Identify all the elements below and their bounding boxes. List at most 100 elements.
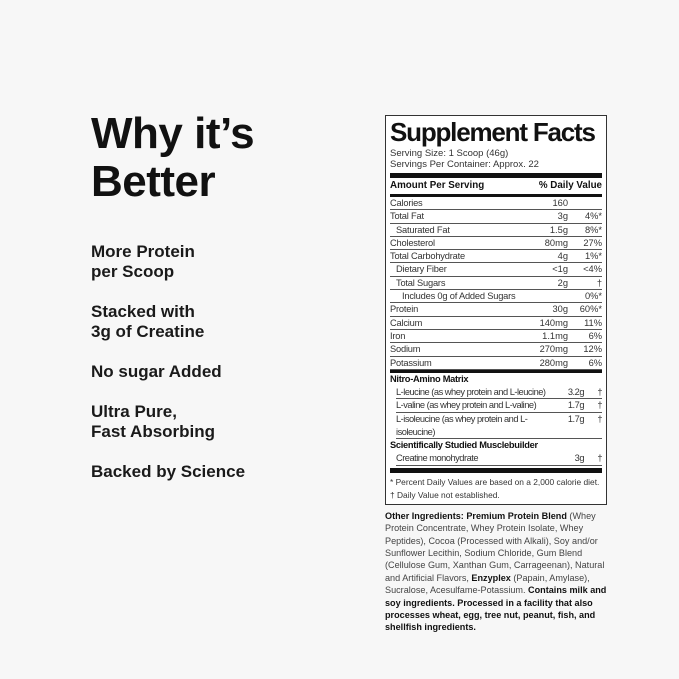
nutrient-dv: 27% (583, 237, 602, 248)
footnote: * Percent Daily Values are based on a 2,… (390, 476, 600, 487)
nutrient-rows: Calories 160 Total Fat 3g 4%* Saturated Fat 1.… (390, 197, 602, 370)
nutrient-name: Total Carbohydrate (390, 251, 465, 262)
panel-title: Supplement Facts (390, 117, 596, 147)
nutrient-amount: 1.5g (549, 224, 568, 235)
servings-per-container: Servings Per Container: Approx. 22 (390, 159, 539, 170)
nutrient-row: Calories 160 (390, 197, 602, 211)
amount-header: Amount Per Serving (390, 180, 485, 191)
ingredient-dv: † (597, 386, 602, 397)
nutrient-row: Potassium 280mg 6% (390, 357, 602, 370)
nutrient-amount: 3g (557, 211, 568, 222)
amino-rows: L-leucine (as whey protein and L-leucine… (390, 386, 603, 440)
nutrient-row: Cholesterol 80mg 27% (390, 237, 602, 251)
ingredients-text: (Papain, Amylase), Sucralose, Acesulfame… (385, 572, 590, 596)
ingredients-text: Other Ingredients: Premium Protein Blend (385, 510, 567, 521)
creatine-rows: Creatine monohydrate 3g † (390, 452, 603, 466)
nutrient-dv: 6% (588, 357, 602, 368)
divider (390, 173, 602, 178)
title-line: Better (91, 157, 216, 206)
dv-header: % Daily Value (538, 180, 602, 191)
ingredient-dv: † (597, 453, 602, 464)
nutrient-dv: 6% (588, 330, 602, 341)
divider (390, 369, 602, 373)
ingredient-row: Creatine monohydrate 3g † (396, 452, 603, 466)
benefit-item: Stacked with 3g of Creatine (91, 302, 205, 341)
nutrient-row: Includes 0g of Added Sugars 0%* (390, 290, 602, 304)
benefit-item: No sugar Added (91, 362, 222, 381)
nutrient-dv: 4%* (584, 211, 602, 222)
nutrient-name: Dietary Fiber (396, 264, 447, 275)
nutrient-name: Saturated Fat (396, 224, 450, 235)
ingredient-name: L-valine (as whey protein and L-valine) (396, 400, 537, 411)
ingredients-text: Contains milk and soy ingredients. Proce… (385, 585, 607, 633)
ingredients-text: (Whey Protein Concentrate, Whey Protein … (385, 510, 605, 583)
ingredient-amount: 1.7g (567, 414, 585, 425)
divider (390, 194, 602, 197)
nutrient-amount: 140mg (539, 317, 568, 328)
nutrient-amount (528, 290, 568, 302)
nutrient-amount: 4g (557, 251, 568, 262)
nutrient-row: Iron 1.1mg 6% (390, 330, 602, 344)
nutrient-amount: 30g (552, 304, 568, 315)
nutrient-name: Iron (390, 330, 406, 341)
nutrient-name: Calories (390, 198, 423, 208)
ingredient-row: L-valine (as whey protein and L-valine) 1… (396, 399, 603, 414)
serving-size: Serving Size: 1 Scoop (46g) (390, 148, 509, 159)
nutrient-name: Calcium (390, 317, 423, 328)
section-heading: Nitro-Amino Matrix (390, 373, 469, 384)
benefit-item: Backed by Science (91, 462, 246, 481)
nutrient-row: Total Fat 3g 4%* (390, 210, 602, 224)
ingredient-dv: † (597, 400, 602, 411)
nutrient-row: Protein 30g 60%* (390, 303, 602, 317)
nutrient-dv: 11% (584, 317, 602, 328)
nutrient-dv: <4% (583, 264, 602, 275)
benefit-list: More Protein per Scoop Stacked with 3g of… (91, 242, 351, 482)
benefit-item: Ultra Pure, Fast Absorbing (91, 402, 216, 441)
ingredient-name: L-leucine (as whey protein and L-leucine… (396, 386, 546, 397)
other-ingredients: Other Ingredients: Premium Protein Blend… (385, 510, 607, 634)
ingredient-name: L-isoleucine (as whey protein and L-isol… (396, 414, 528, 437)
nutrient-row: Total Sugars 2g † (390, 277, 602, 291)
nutrient-row: Total Carbohydrate 4g 1%* (390, 250, 602, 264)
nutrient-dv: 1%* (584, 251, 602, 262)
nutrient-amount: 270mg (539, 344, 568, 355)
nutrient-row: Calcium 140mg 11% (390, 317, 602, 330)
nutrient-row: Sodium 270mg 12% (390, 343, 602, 357)
benefit-item: More Protein per Scoop (91, 242, 195, 281)
divider (390, 467, 602, 473)
nutrient-name: Total Fat (390, 211, 424, 222)
title-line: Why it’s (91, 109, 255, 158)
nutrient-amount: <1g (552, 264, 568, 275)
ingredient-amount: 3.2g (567, 386, 585, 397)
nutrient-name: Sodium (390, 344, 421, 355)
nutrient-name: Potassium (390, 357, 432, 368)
nutrient-amount: 1.1mg (542, 330, 568, 341)
nutrient-dv: 8%* (584, 224, 602, 235)
page-title: Why it’s Better (91, 110, 351, 206)
ingredient-row: L-leucine (as whey protein and L-leucine… (396, 386, 603, 400)
section-heading: Scientifically Studied Musclebuilder (390, 440, 538, 451)
benefits-column: Why it’s Better More Protein per Scoop Sta… (91, 110, 351, 502)
nutrient-dv: 12% (583, 344, 602, 355)
nutrient-row: Saturated Fat 1.5g 8%* (390, 224, 602, 237)
footnotes: * Percent Daily Values are based on a 2,… (390, 476, 602, 502)
nutrient-amount: 80mg (544, 237, 568, 248)
nutrient-dv: † (596, 277, 602, 288)
nutrient-name: Includes 0g of Added Sugars (402, 291, 516, 302)
ingredient-dv: † (597, 414, 602, 425)
supplement-facts-panel: Supplement Facts Serving Size: 1 Scoop (… (385, 115, 607, 505)
nutrient-amount: 2g (557, 277, 568, 288)
ingredient-amount: 1.7g (567, 400, 585, 411)
footnote: † Daily Value not established. (390, 489, 500, 500)
nutrient-dv (568, 197, 602, 209)
nutrient-name: Cholesterol (390, 237, 435, 248)
table-header: Amount Per Serving % Daily Value (390, 178, 602, 194)
nutrient-name: Protein (390, 304, 419, 315)
nutrient-dv: 60%* (579, 304, 602, 315)
nutrient-row: Dietary Fiber <1g <4% (390, 263, 602, 277)
nutrient-amount: 280mg (539, 357, 568, 368)
ingredients-text: Enzyplex (471, 572, 511, 583)
ingredient-name: Creatine monohydrate (396, 453, 479, 464)
ingredient-row: L-isoleucine (as whey protein and L-isol… (396, 413, 603, 440)
ingredient-amount: 3g (574, 453, 585, 464)
